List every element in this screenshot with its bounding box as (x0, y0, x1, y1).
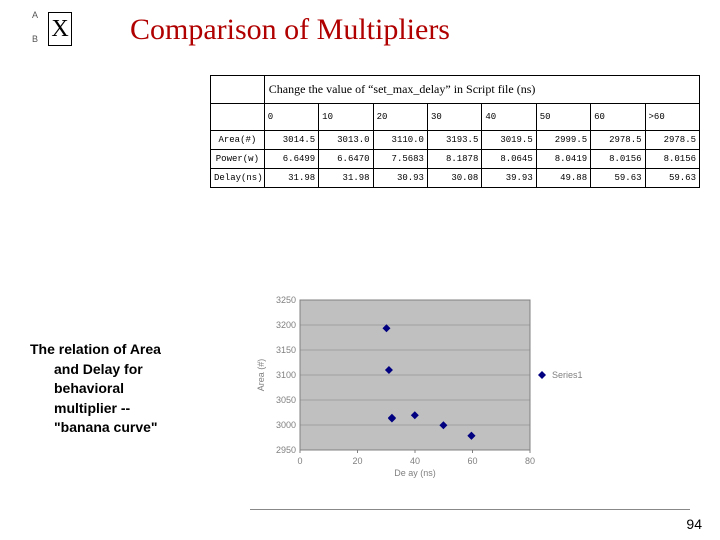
cell-0-3: 3193.5 (427, 131, 481, 150)
col-h-4: 40 (482, 104, 536, 131)
svg-text:60: 60 (467, 456, 477, 466)
data-table-wrap: Change the value of “set_max_delay” in S… (210, 75, 700, 188)
col-h-0: 0 (264, 104, 318, 131)
row-h-1: Power(w) (211, 150, 265, 169)
table-caption: Change the value of “set_max_delay” in S… (264, 76, 699, 104)
table-caption-row: Change the value of “set_max_delay” in S… (211, 76, 700, 104)
logo-label-b: B (32, 34, 38, 44)
cell-0-5: 2999.5 (536, 131, 590, 150)
svg-text:40: 40 (410, 456, 420, 466)
table-row: Power(w) 6.6499 6.6470 7.5683 8.1878 8.0… (211, 150, 700, 169)
row-h-2: Delay(ns) (211, 169, 265, 188)
data-table: Change the value of “set_max_delay” in S… (210, 75, 700, 188)
col-h-1: 10 (319, 104, 373, 131)
cell-2-1: 31.98 (319, 169, 373, 188)
cell-1-6: 8.0156 (591, 150, 645, 169)
cell-2-7: 59.63 (645, 169, 699, 188)
svg-text:20: 20 (352, 456, 362, 466)
svg-text:2950: 2950 (276, 445, 296, 455)
svg-text:3100: 3100 (276, 370, 296, 380)
page-title: Comparison of Multipliers (130, 13, 450, 47)
cell-2-0: 31.98 (264, 169, 318, 188)
cell-1-7: 8.0156 (645, 150, 699, 169)
table-caption-blank (211, 76, 265, 104)
col-h-7: >60 (645, 104, 699, 131)
logo-x-text: X (51, 16, 68, 43)
cell-2-5: 49.88 (536, 169, 590, 188)
relation-l1: The relation of Area (30, 341, 161, 357)
page-number: 94 (686, 516, 702, 532)
cell-1-5: 8.0419 (536, 150, 590, 169)
cell-0-1: 3013.0 (319, 131, 373, 150)
svg-text:De ay (ns): De ay (ns) (394, 468, 436, 478)
logo-block: A B X (30, 10, 90, 50)
svg-text:Series1: Series1 (552, 370, 583, 380)
svg-text:3000: 3000 (276, 420, 296, 430)
table-row: Area(#) 3014.5 3013.0 3110.0 3193.5 3019… (211, 131, 700, 150)
svg-text:80: 80 (525, 456, 535, 466)
logo-label-a: A (32, 10, 38, 20)
relation-l4: multiplier -- (54, 399, 220, 419)
cell-1-3: 8.1878 (427, 150, 481, 169)
cell-2-6: 59.63 (591, 169, 645, 188)
cell-1-4: 8.0645 (482, 150, 536, 169)
cell-0-6: 2978.5 (591, 131, 645, 150)
relation-l3: behavioral (54, 379, 220, 399)
cell-1-1: 6.6470 (319, 150, 373, 169)
cell-0-4: 3019.5 (482, 131, 536, 150)
chart-svg: 2950 3000 3050 3100 3150 3200 3250 0 20 40 60 80 De … (250, 290, 630, 480)
cell-2-2: 30.93 (373, 169, 427, 188)
row-h-0: Area(#) (211, 131, 265, 150)
col-h-6: 60 (591, 104, 645, 131)
col-h-3: 30 (427, 104, 481, 131)
relation-l5: "banana curve" (54, 418, 220, 438)
cell-1-2: 7.5683 (373, 150, 427, 169)
header: A B X Comparison of Multipliers (0, 10, 720, 50)
cell-0-0: 3014.5 (264, 131, 318, 150)
cell-2-4: 39.93 (482, 169, 536, 188)
svg-text:3150: 3150 (276, 345, 296, 355)
col-h-5: 50 (536, 104, 590, 131)
svg-text:3200: 3200 (276, 320, 296, 330)
table-header-row: 0 10 20 30 40 50 60 >60 (211, 104, 700, 131)
relation-text: The relation of Area and Delay for behav… (30, 340, 220, 438)
table-corner (211, 104, 265, 131)
svg-text:Area (#): Area (#) (256, 359, 266, 392)
cell-0-2: 3110.0 (373, 131, 427, 150)
relation-l2: and Delay for (54, 360, 220, 380)
cell-2-3: 30.08 (427, 169, 481, 188)
svg-text:0: 0 (297, 456, 302, 466)
logo-x-box: X (48, 12, 72, 46)
cell-0-7: 2978.5 (645, 131, 699, 150)
svg-text:3250: 3250 (276, 295, 296, 305)
svg-text:3050: 3050 (276, 395, 296, 405)
footer-divider (250, 509, 690, 510)
col-h-2: 20 (373, 104, 427, 131)
cell-1-0: 6.6499 (264, 150, 318, 169)
scatter-chart: 2950 3000 3050 3100 3150 3200 3250 0 20 40 60 80 De … (250, 290, 630, 480)
table-row: Delay(ns) 31.98 31.98 30.93 30.08 39.93 … (211, 169, 700, 188)
